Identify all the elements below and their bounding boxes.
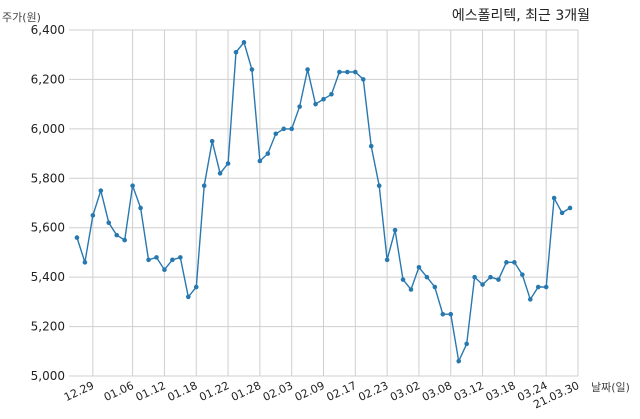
data-point	[329, 91, 334, 97]
data-point	[337, 69, 342, 75]
data-point	[122, 237, 127, 243]
data-point	[185, 294, 191, 300]
y-tick-label: 5,800	[31, 171, 65, 185]
data-point	[535, 284, 541, 290]
data-point	[480, 282, 485, 287]
data-point	[162, 267, 167, 273]
x-tick-label: 03.18	[484, 379, 518, 404]
price-series	[74, 40, 573, 364]
x-tick-labels: 12.29 01.0601.1201.1801.2201.2802.0302.09…	[62, 379, 581, 411]
data-point	[512, 260, 517, 265]
data-point	[527, 297, 533, 302]
data-point	[440, 311, 446, 317]
data-point	[321, 96, 326, 102]
data-point	[233, 49, 239, 55]
x-tick-label: 02.09	[293, 379, 327, 404]
data-point	[432, 284, 438, 290]
data-point	[368, 143, 374, 149]
x-tick-label: 03.12	[452, 379, 486, 404]
x-tick-label: 01.22	[197, 379, 231, 404]
data-point	[496, 277, 501, 282]
data-point	[305, 67, 310, 72]
x-axis-label: 날짜(일)	[591, 380, 630, 394]
data-point	[464, 341, 469, 347]
y-tick-label: 5,600	[31, 221, 65, 235]
x-tick-label: 02.17	[325, 379, 359, 404]
data-point	[520, 272, 525, 277]
y-tick-label: 5,400	[31, 270, 65, 284]
data-point	[559, 210, 565, 216]
x-tick-label: 01.06	[102, 379, 136, 404]
data-point	[193, 284, 199, 290]
data-point	[424, 274, 430, 280]
data-point	[488, 274, 493, 280]
y-tick-label: 6,200	[31, 72, 65, 86]
data-point	[146, 257, 151, 263]
vertical-gridlines	[92, 30, 579, 376]
data-point	[392, 227, 398, 233]
y-tick-labels: 5,000 5,200 5,400 5,600 5,800 6,000 6,200 6,400	[31, 23, 65, 383]
data-point	[345, 69, 350, 75]
data-point	[170, 257, 175, 263]
x-tick-label: 01.12	[134, 379, 168, 404]
y-tick-label: 6,400	[31, 23, 65, 37]
data-point	[114, 232, 120, 238]
x-tick-label: 02.03	[261, 379, 295, 404]
data-point	[384, 257, 390, 263]
data-point	[74, 235, 80, 240]
x-tick-label: 01.28	[229, 379, 263, 404]
data-point	[551, 195, 557, 201]
y-tick-label: 6,000	[31, 122, 65, 136]
data-point	[178, 255, 183, 260]
x-tick-label: 12.29	[62, 379, 96, 404]
data-point	[138, 205, 143, 211]
data-point	[281, 126, 287, 132]
x-tick-label: 03.08	[420, 379, 454, 404]
data-point	[376, 183, 382, 188]
chart-title: 에스폴리텍, 최근 3개월	[452, 8, 590, 24]
data-point	[241, 40, 247, 45]
data-point	[408, 287, 414, 292]
data-point	[353, 69, 358, 75]
data-point	[567, 205, 573, 211]
data-point	[82, 260, 88, 265]
data-point	[90, 213, 96, 218]
x-tick-label: 03.02	[388, 379, 422, 404]
data-point	[225, 161, 231, 166]
data-point	[154, 255, 159, 260]
data-point	[106, 220, 112, 226]
y-tick-label: 5,000	[31, 369, 65, 383]
data-point	[416, 264, 422, 270]
data-point	[98, 188, 104, 193]
data-point	[217, 171, 223, 176]
data-point	[249, 67, 255, 72]
data-point	[504, 260, 509, 265]
data-point	[472, 274, 477, 280]
data-point	[313, 101, 318, 107]
data-point	[273, 131, 279, 137]
data-point	[257, 158, 263, 164]
x-tick-label: 01.18	[165, 379, 199, 404]
horizontal-gridlines	[69, 29, 578, 377]
x-tick-label: 02.23	[356, 379, 390, 404]
data-point	[289, 126, 294, 132]
data-point	[209, 138, 215, 144]
y-tick-label: 5,200	[31, 320, 65, 334]
y-axis-label: 주가(원)	[2, 11, 41, 24]
data-point	[543, 284, 549, 290]
data-point	[456, 358, 462, 364]
data-point	[265, 151, 271, 156]
data-point	[448, 311, 454, 317]
data-point	[201, 183, 207, 188]
data-point	[360, 77, 366, 82]
data-point	[400, 277, 406, 282]
data-point	[297, 104, 302, 109]
data-point	[130, 183, 135, 188]
